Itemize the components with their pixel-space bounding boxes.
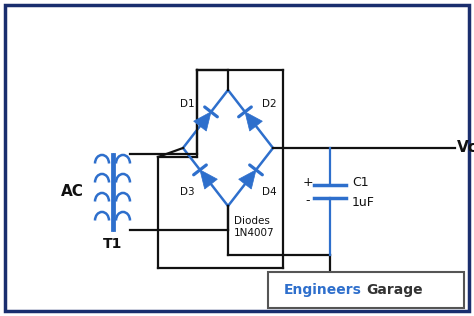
Text: D4: D4 — [262, 187, 276, 197]
Text: Diodes: Diodes — [234, 216, 270, 226]
Text: T1: T1 — [103, 237, 123, 251]
Text: D2: D2 — [262, 99, 276, 109]
Text: Engineers: Engineers — [284, 283, 362, 297]
Text: AC: AC — [61, 185, 83, 199]
Polygon shape — [194, 112, 211, 131]
Text: Garage: Garage — [366, 283, 423, 297]
Polygon shape — [200, 170, 218, 189]
Text: D3: D3 — [180, 187, 194, 197]
Text: D1: D1 — [180, 99, 194, 109]
Bar — [268, 272, 464, 308]
Polygon shape — [245, 112, 262, 131]
Polygon shape — [239, 170, 256, 189]
Text: +: + — [303, 177, 313, 190]
Text: 1uF: 1uF — [352, 197, 375, 210]
Text: 1N4007: 1N4007 — [234, 228, 274, 238]
Text: Vcc: Vcc — [457, 141, 474, 155]
Text: C1: C1 — [352, 177, 369, 190]
Text: -: - — [306, 195, 310, 208]
